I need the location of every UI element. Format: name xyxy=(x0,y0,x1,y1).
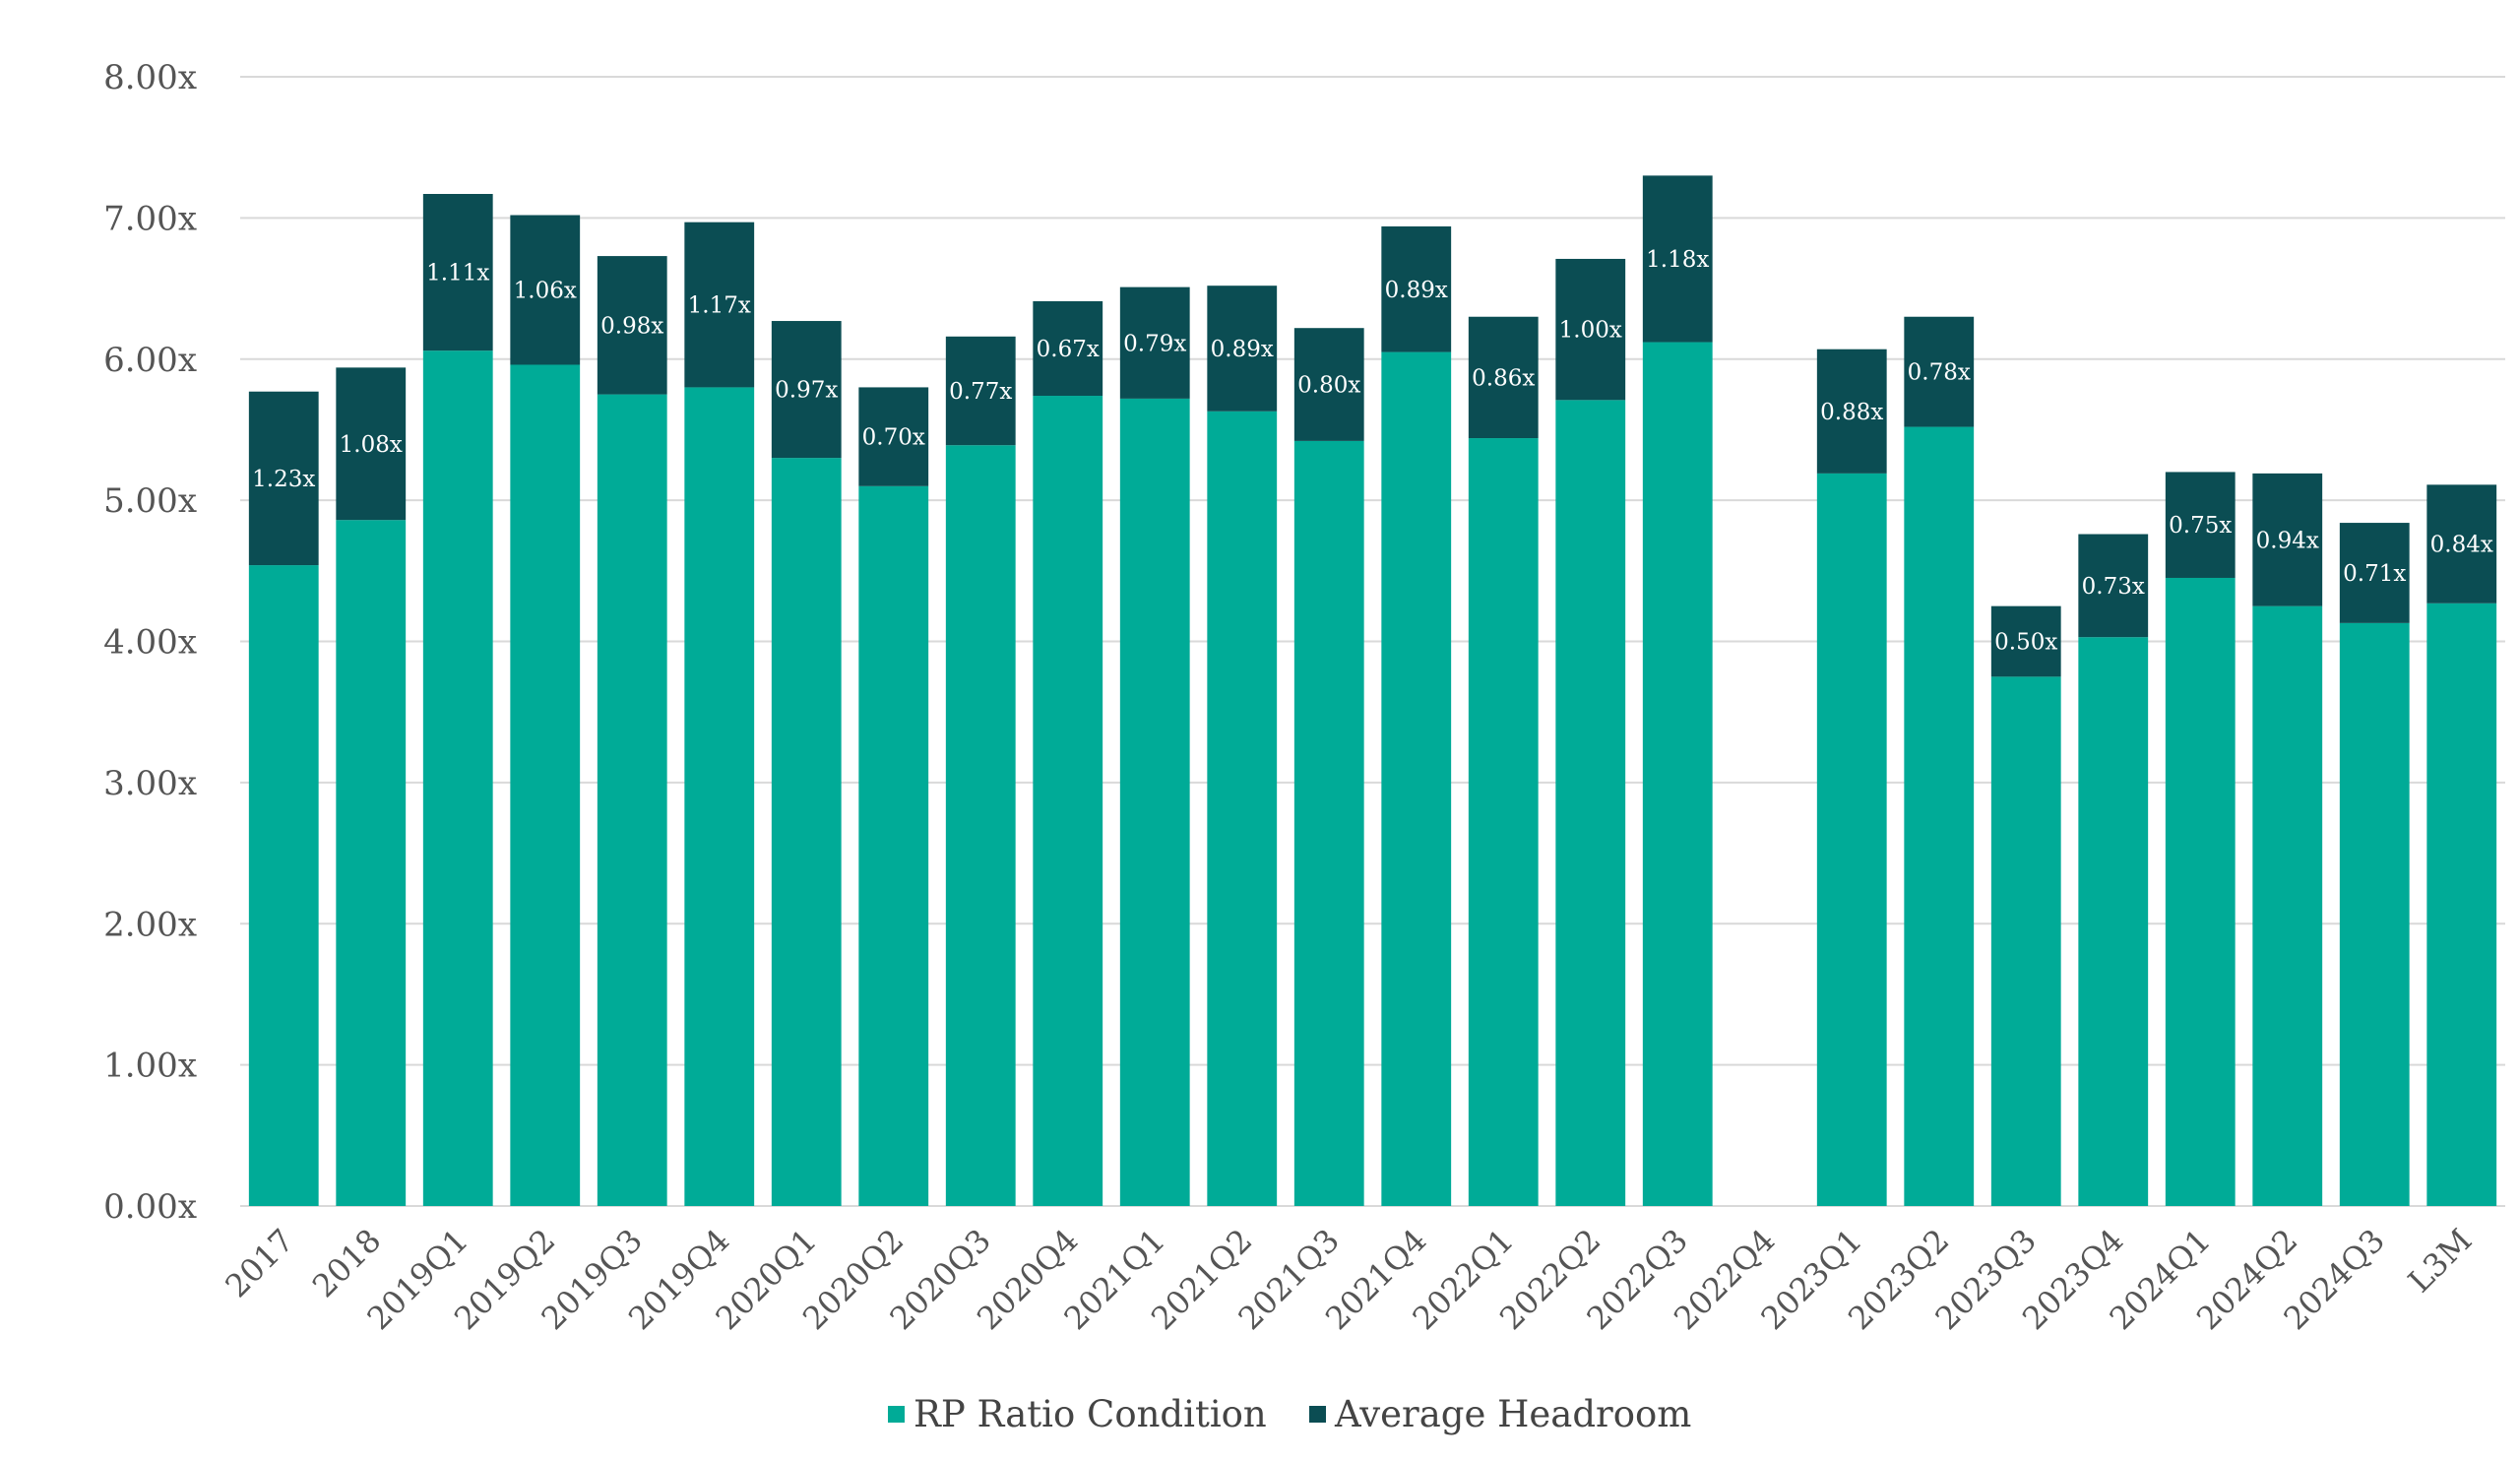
bar-average-headroom xyxy=(422,194,493,351)
bar-rp-ratio-condition xyxy=(1904,426,1975,1206)
bar-rp-ratio-condition xyxy=(1990,676,2061,1206)
bar-average-headroom xyxy=(1207,286,1278,412)
bar-average-headroom xyxy=(2426,484,2497,603)
bar-average-headroom xyxy=(1293,328,1364,441)
y-tick-label: 4.00x xyxy=(103,623,197,663)
data-label: 0.75x xyxy=(2169,513,2232,539)
data-label: 0.67x xyxy=(1037,337,1100,362)
x-tick-label: L3M xyxy=(2401,1222,2479,1300)
bar-rp-ratio-condition xyxy=(1119,398,1190,1206)
bar-rp-ratio-condition xyxy=(945,445,1016,1206)
data-label: 0.50x xyxy=(1994,630,2057,656)
bar-average-headroom xyxy=(771,321,842,459)
bar-rp-ratio-condition xyxy=(336,520,407,1206)
bar-rp-ratio-condition xyxy=(1642,342,1713,1206)
bar-rp-ratio-condition xyxy=(771,458,842,1206)
bar-average-headroom xyxy=(336,367,407,521)
y-tick-label: 2.00x xyxy=(103,905,197,944)
bar-average-headroom xyxy=(1033,300,1103,397)
y-tick-label: 0.00x xyxy=(103,1187,197,1227)
bars xyxy=(248,175,2497,1207)
data-label: 0.79x xyxy=(1123,331,1186,356)
bar-rp-ratio-condition xyxy=(858,485,929,1207)
bar-average-headroom xyxy=(2078,534,2149,638)
data-label: 0.73x xyxy=(2082,574,2145,600)
y-axis-tick-labels: 0.00x 1.00x 2.00x 3.00x 4.00x 5.00x 6.00x 7.00x… xyxy=(103,58,197,1227)
data-label: 1.00x xyxy=(1559,318,1622,344)
legend-swatch-average-headroom xyxy=(1309,1406,1326,1423)
bar-average-headroom xyxy=(1816,349,1887,474)
bar-rp-ratio-condition xyxy=(2252,605,2323,1206)
bar-average-headroom xyxy=(2165,472,2236,578)
bar-rp-ratio-condition xyxy=(1381,351,1452,1206)
data-label: 0.89x xyxy=(1211,337,1274,362)
x-tick-label: 2017 xyxy=(218,1222,300,1304)
y-tick-label: 3.00x xyxy=(103,764,197,803)
bar-rp-ratio-condition xyxy=(684,387,755,1206)
legend-label-rp-ratio-condition: RP Ratio Condition xyxy=(914,1393,1267,1435)
bar-rp-ratio-condition xyxy=(248,565,319,1206)
data-label: 1.08x xyxy=(340,432,403,458)
bar-average-headroom xyxy=(2252,473,2323,606)
legend-swatch-rp-ratio-condition xyxy=(888,1406,905,1423)
data-label: 0.70x xyxy=(862,425,925,451)
bar-rp-ratio-condition xyxy=(1293,440,1364,1207)
bar-rp-ratio-condition xyxy=(597,394,667,1206)
y-tick-label: 7.00x xyxy=(103,199,197,238)
bar-rp-ratio-condition xyxy=(2078,637,2149,1206)
data-label: 0.71x xyxy=(2343,561,2406,587)
bar-rp-ratio-condition xyxy=(1555,400,1626,1206)
y-tick-label: 6.00x xyxy=(103,341,197,380)
bar-average-headroom xyxy=(2339,523,2410,623)
bar-average-headroom xyxy=(858,387,929,486)
bar-average-headroom xyxy=(248,391,319,566)
data-label: 0.97x xyxy=(775,378,838,404)
data-label: 1.06x xyxy=(514,278,577,303)
bar-average-headroom xyxy=(1642,175,1713,343)
bar-average-headroom xyxy=(1468,316,1539,439)
data-label: 0.78x xyxy=(1908,360,1971,386)
bar-rp-ratio-condition xyxy=(1207,411,1278,1207)
data-label: 0.86x xyxy=(1472,365,1535,391)
y-tick-label: 1.00x xyxy=(103,1047,197,1086)
legend-label-average-headroom: Average Headroom xyxy=(1334,1393,1691,1435)
data-label: 0.84x xyxy=(2430,533,2493,558)
data-label: 1.11x xyxy=(426,261,489,286)
bar-average-headroom xyxy=(597,256,667,395)
x-tick-label: 2018 xyxy=(305,1222,388,1304)
bar-average-headroom xyxy=(1904,316,1975,427)
data-label: 0.89x xyxy=(1385,278,1448,303)
bar-average-headroom xyxy=(1381,225,1452,352)
bar-rp-ratio-condition xyxy=(2165,577,2236,1206)
bar-rp-ratio-condition xyxy=(2426,603,2497,1206)
bar-rp-ratio-condition xyxy=(1468,438,1539,1206)
bar-rp-ratio-condition xyxy=(510,364,581,1206)
legend: RP Ratio Condition Average Headroom xyxy=(888,1393,1691,1435)
bar-average-headroom xyxy=(684,222,755,388)
bar-average-headroom xyxy=(1119,286,1190,399)
data-label: 0.77x xyxy=(949,379,1012,405)
data-label: 0.94x xyxy=(2256,528,2319,553)
data-labels: 1.23x 1.08x 1.11x 1.06x 0.98x 1.17x 0.97x 0.70x… xyxy=(252,247,2493,656)
data-label: 0.98x xyxy=(600,313,663,339)
data-label: 0.80x xyxy=(1297,373,1360,399)
data-label: 1.18x xyxy=(1646,247,1709,273)
bar-rp-ratio-condition xyxy=(1816,473,1887,1206)
bar-average-headroom xyxy=(510,215,581,365)
data-label: 0.88x xyxy=(1820,400,1883,425)
bar-rp-ratio-condition xyxy=(422,350,493,1207)
x-axis-tick-labels: 2017 20182019Q12019Q22019Q32019Q42020Q120… xyxy=(218,1222,2479,1337)
bar-rp-ratio-condition xyxy=(1033,396,1103,1207)
bar-rp-ratio-condition xyxy=(2339,622,2410,1206)
y-tick-label: 8.00x xyxy=(103,58,197,97)
data-label: 1.23x xyxy=(252,467,315,492)
y-tick-label: 5.00x xyxy=(103,481,197,521)
bar-average-headroom xyxy=(1555,258,1626,401)
bar-average-headroom xyxy=(945,336,1016,446)
data-label: 1.17x xyxy=(688,293,751,319)
bar-average-headroom xyxy=(1990,605,2061,677)
